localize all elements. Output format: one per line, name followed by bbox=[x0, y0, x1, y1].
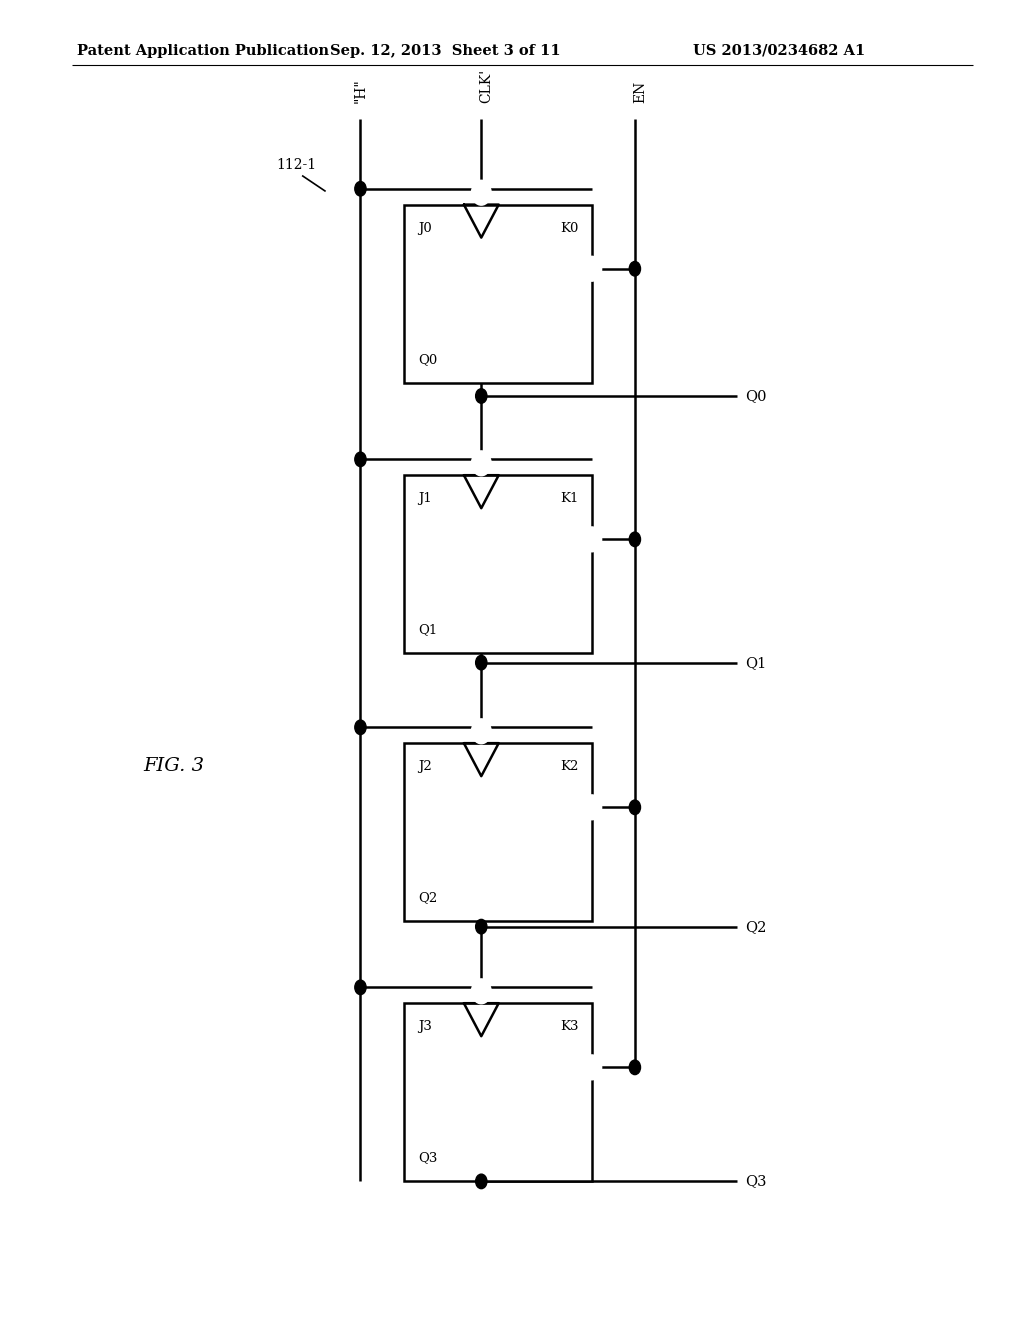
Text: J1: J1 bbox=[418, 492, 431, 506]
Circle shape bbox=[475, 721, 487, 734]
Circle shape bbox=[629, 1060, 641, 1074]
Text: K0: K0 bbox=[560, 222, 579, 235]
Circle shape bbox=[629, 800, 641, 814]
Text: CLK': CLK' bbox=[479, 69, 494, 103]
Circle shape bbox=[475, 389, 487, 404]
Bar bbox=[404, 1003, 592, 1181]
Text: Q1: Q1 bbox=[418, 623, 437, 636]
Text: "H": "H" bbox=[353, 78, 368, 103]
Text: Sep. 12, 2013  Sheet 3 of 11: Sep. 12, 2013 Sheet 3 of 11 bbox=[330, 44, 561, 58]
Text: Q2: Q2 bbox=[418, 891, 437, 904]
Circle shape bbox=[583, 1056, 601, 1080]
Circle shape bbox=[354, 979, 367, 995]
Text: FIG. 3: FIG. 3 bbox=[143, 756, 205, 775]
Bar bbox=[404, 743, 592, 921]
Circle shape bbox=[583, 257, 601, 281]
Circle shape bbox=[475, 979, 487, 995]
Circle shape bbox=[629, 261, 641, 276]
Circle shape bbox=[472, 719, 490, 743]
Text: Q3: Q3 bbox=[745, 1175, 767, 1188]
Text: Q0: Q0 bbox=[745, 389, 767, 403]
Circle shape bbox=[354, 451, 367, 467]
Text: 112-1: 112-1 bbox=[276, 158, 316, 172]
Text: K3: K3 bbox=[560, 1020, 579, 1034]
Text: J3: J3 bbox=[418, 1020, 432, 1034]
Text: J2: J2 bbox=[418, 760, 431, 774]
Text: Q1: Q1 bbox=[745, 656, 767, 669]
Text: Q3: Q3 bbox=[418, 1151, 437, 1164]
Circle shape bbox=[354, 721, 367, 734]
Circle shape bbox=[472, 451, 490, 475]
Bar bbox=[404, 475, 592, 653]
Text: Patent Application Publication: Patent Application Publication bbox=[77, 44, 329, 58]
Circle shape bbox=[583, 528, 601, 552]
Bar bbox=[404, 205, 592, 383]
Text: Q0: Q0 bbox=[418, 352, 437, 366]
Circle shape bbox=[475, 656, 487, 671]
Circle shape bbox=[475, 1175, 487, 1188]
Circle shape bbox=[472, 181, 490, 205]
Circle shape bbox=[475, 181, 487, 195]
Text: US 2013/0234682 A1: US 2013/0234682 A1 bbox=[693, 44, 865, 58]
Circle shape bbox=[475, 451, 487, 467]
Text: EN: EN bbox=[633, 81, 647, 103]
Circle shape bbox=[472, 979, 490, 1003]
Circle shape bbox=[354, 181, 367, 195]
Text: K2: K2 bbox=[560, 760, 579, 774]
Text: Q2: Q2 bbox=[745, 920, 767, 933]
Circle shape bbox=[475, 920, 487, 935]
Circle shape bbox=[629, 532, 641, 546]
Text: J0: J0 bbox=[418, 222, 431, 235]
Circle shape bbox=[583, 796, 601, 820]
Text: K1: K1 bbox=[560, 492, 579, 506]
